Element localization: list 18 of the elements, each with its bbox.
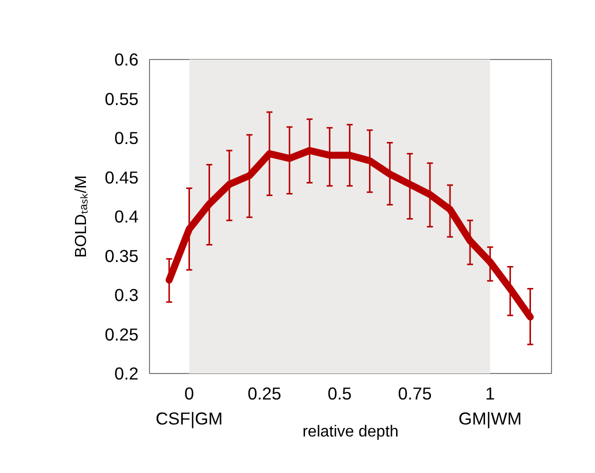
y-tick-label: 0.55 bbox=[104, 88, 139, 109]
y-tick-label: 0.6 bbox=[114, 50, 139, 70]
y-tick-label: 0.2 bbox=[114, 364, 139, 384]
y-axis-title: BOLDₜₐₛₖ/M bbox=[72, 175, 90, 258]
y-tick-label: 0.3 bbox=[114, 285, 139, 305]
text: GM|WM bbox=[458, 408, 522, 428]
x-tick-label: 0.25 bbox=[248, 384, 282, 404]
y-tick-label: 0.25 bbox=[104, 324, 139, 344]
x-tick-label: 0 bbox=[184, 384, 194, 404]
x-tick-label: 1 bbox=[485, 384, 495, 404]
x-tick-label: 0.75 bbox=[398, 384, 432, 404]
text: CSF|GM bbox=[156, 408, 223, 428]
y-tick-label: 0.45 bbox=[104, 167, 139, 188]
x-axis-title: relative depth bbox=[302, 424, 399, 440]
x-tick-label: 0.5 bbox=[328, 384, 352, 404]
y-tick-label: 0.4 bbox=[114, 206, 139, 226]
y-tick-label: 0.5 bbox=[114, 128, 139, 148]
y-tick-label: 0.35 bbox=[104, 246, 139, 266]
